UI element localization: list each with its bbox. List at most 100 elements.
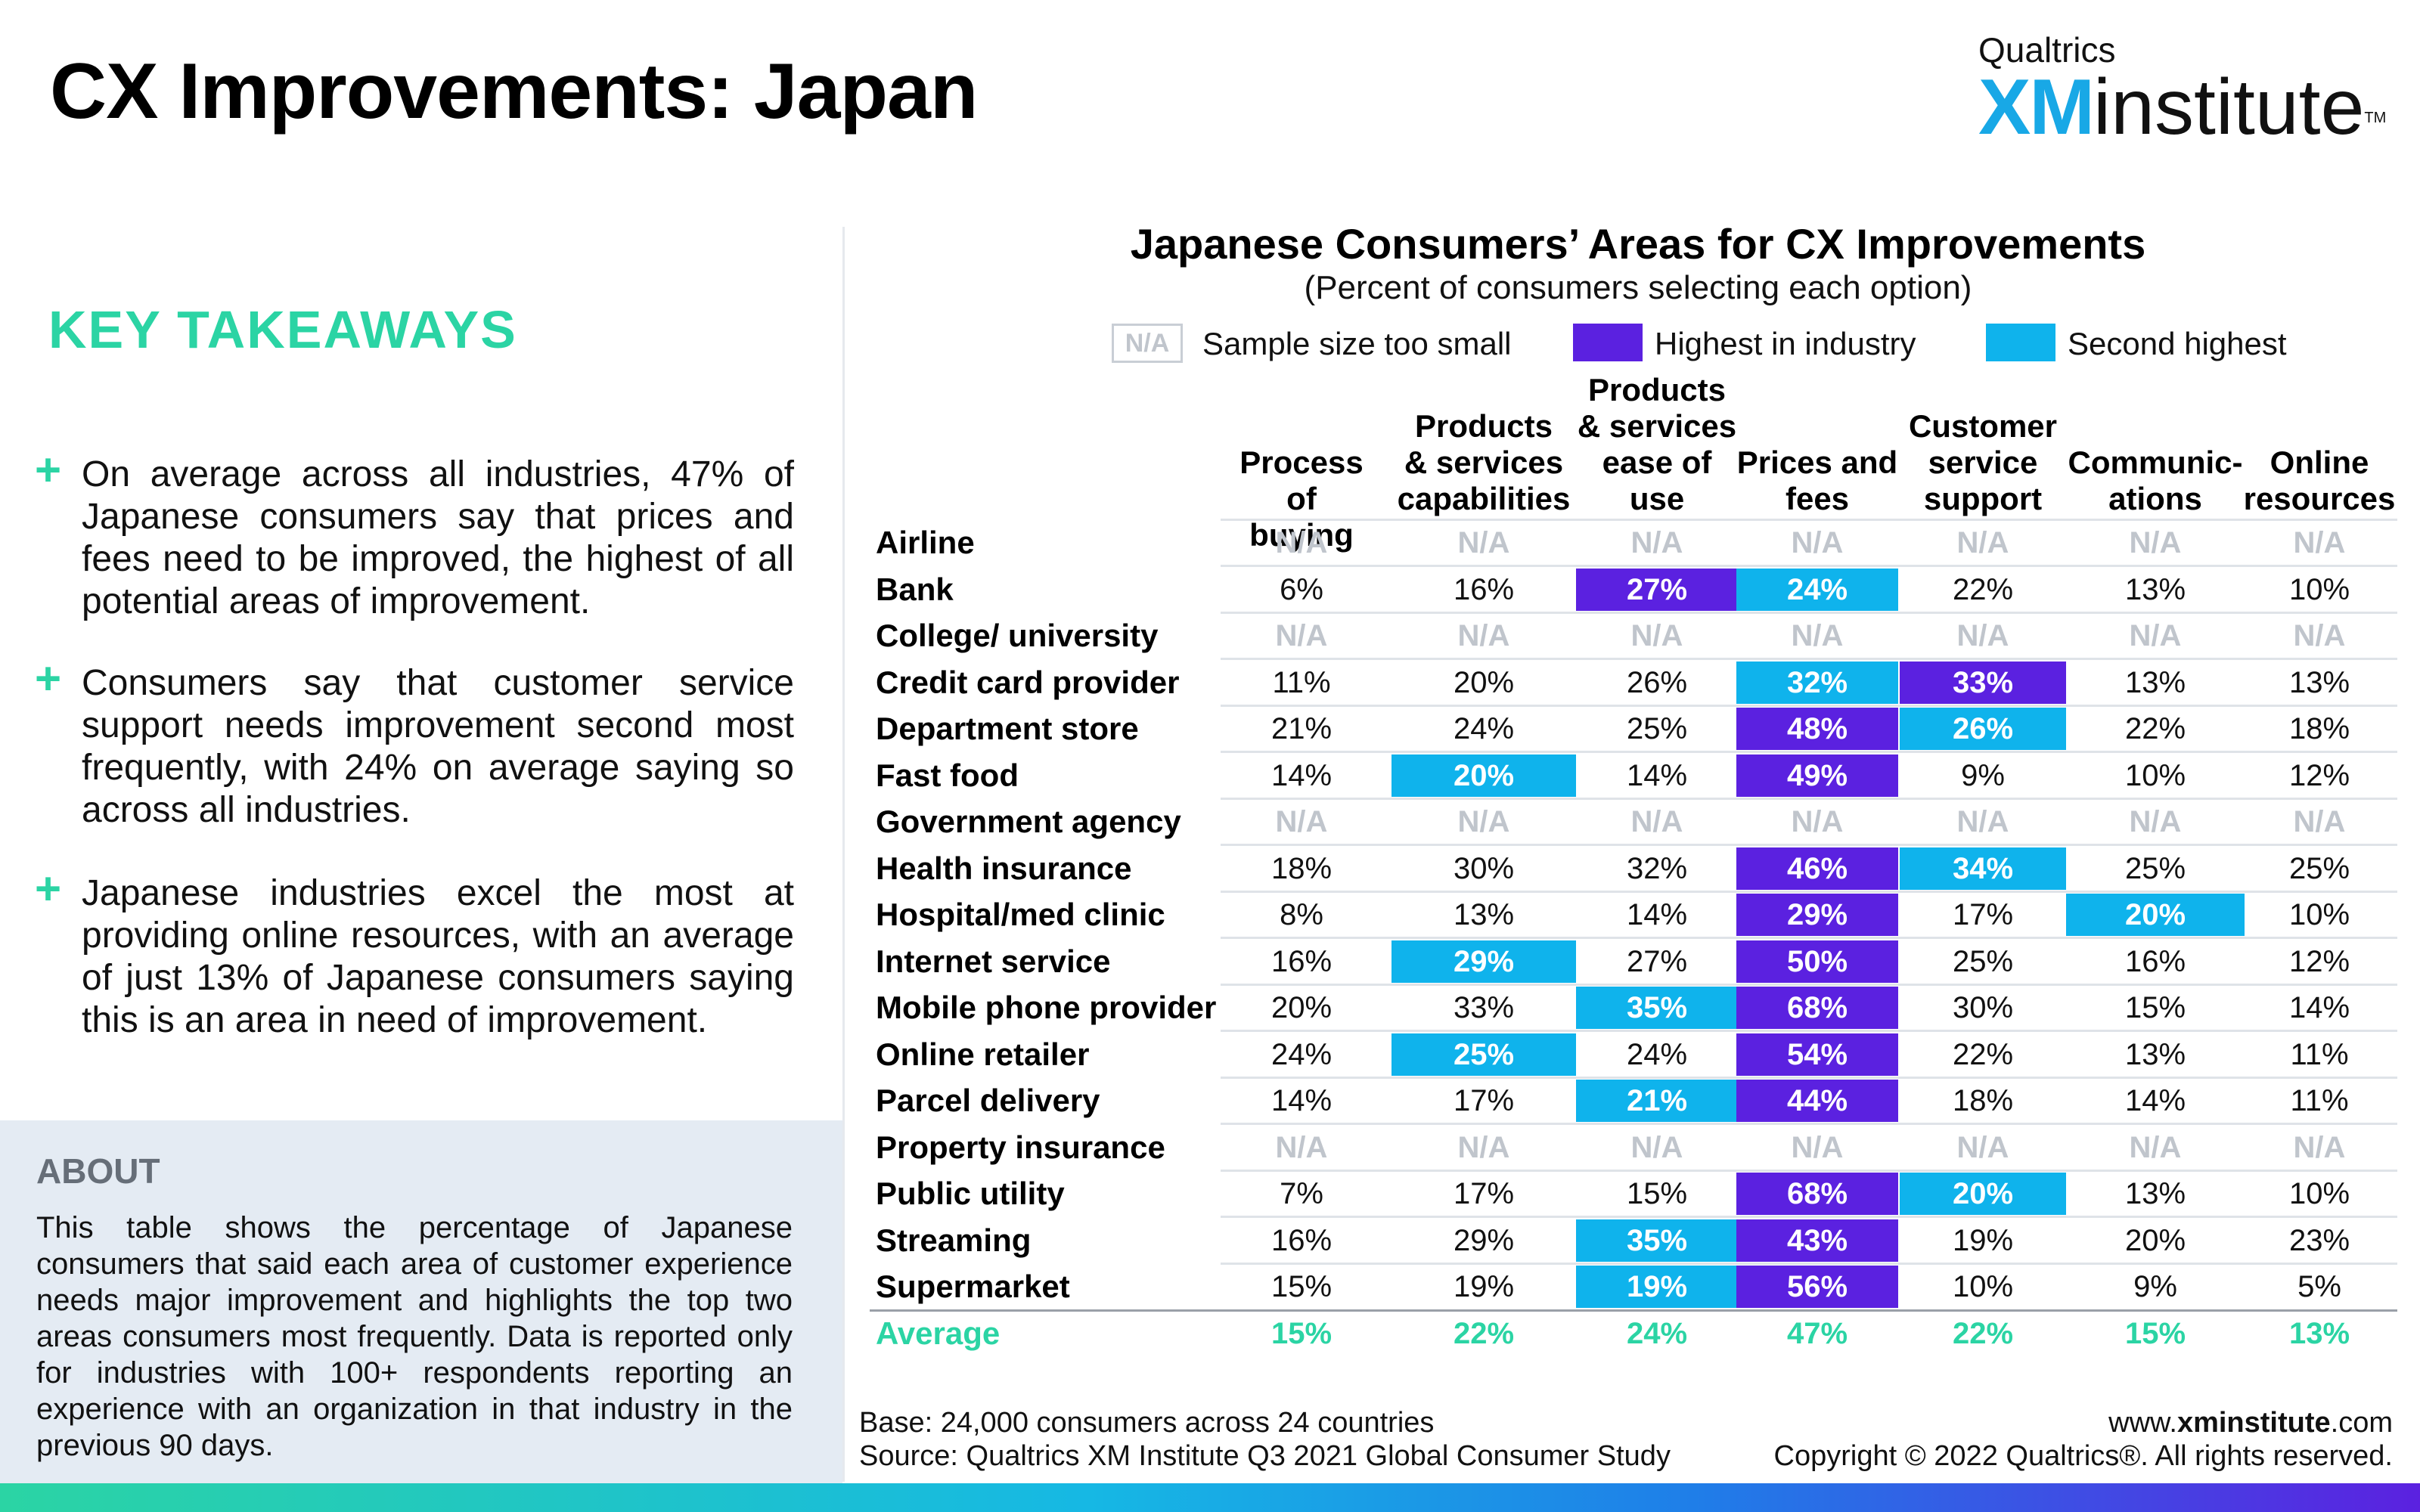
table-cell: 16% — [1453, 572, 1515, 606]
table-cell: 24% — [1626, 1037, 1688, 1071]
table-cell: 15% — [1270, 1270, 1333, 1303]
plus-icon: + — [35, 653, 62, 704]
table-cell: N/A — [2129, 805, 2182, 838]
row-divider — [1221, 704, 2397, 707]
average-cell: 13% — [2288, 1316, 2350, 1350]
footer-url-suffix: .com — [2330, 1407, 2393, 1439]
footer-right: www.xminstitute.com Copyright © 2022 Qua… — [1774, 1406, 2393, 1473]
footer-base: Base: 24,000 consumers across 24 countri… — [859, 1407, 1435, 1439]
row-label: College/ university — [876, 618, 1159, 653]
about-title: ABOUT — [36, 1151, 160, 1191]
table-cell: 7% — [1280, 1177, 1323, 1210]
table-cell: 29% — [1453, 1223, 1515, 1257]
footer-url-bold: xminstitute — [2176, 1407, 2331, 1439]
table-cell: N/A — [1956, 805, 2009, 838]
row-label: Credit card provider — [876, 664, 1180, 700]
row-label: Internet service — [876, 943, 1111, 979]
table-cell: 20% — [1453, 665, 1515, 699]
table-cell: 9% — [2133, 1270, 2177, 1303]
row-divider — [1221, 983, 2397, 986]
average-divider — [870, 1309, 2397, 1312]
table-cell: 54% — [1736, 1033, 1898, 1076]
row-divider — [1221, 937, 2397, 939]
takeaway-text: Consumers say that customer service supp… — [82, 663, 794, 830]
table-cell: 32% — [1736, 661, 1898, 704]
about-panel: ABOUT This table shows the percentage of… — [0, 1120, 842, 1483]
row-label: Department store — [876, 711, 1139, 746]
logo-institute: institute — [2093, 64, 2365, 151]
takeaway-item: + Consumers say that customer service su… — [35, 656, 794, 832]
row-label: Streaming — [876, 1222, 1032, 1258]
table-cell: 21% — [1576, 1080, 1738, 1122]
table-cell: 46% — [1736, 847, 1898, 890]
table-cell: 25% — [1952, 944, 2014, 978]
table-cell: 26% — [1900, 708, 2066, 750]
key-takeaways-title: KEY TAKEAWAYS — [48, 300, 517, 359]
table-cell: 10% — [2124, 758, 2186, 792]
footer-url[interactable]: www.xminstitute.com — [1774, 1406, 2393, 1439]
table-cell: 29% — [1736, 894, 1898, 936]
row-label: Supermarket — [876, 1269, 1070, 1304]
row-divider — [1221, 1030, 2397, 1032]
table-cell: 12% — [2288, 758, 2350, 792]
table-cell: N/A — [1275, 526, 1328, 559]
table-cell: N/A — [2293, 805, 2346, 838]
column-header: Products & services capabilities — [1397, 408, 1571, 516]
table-cell: 6% — [1280, 572, 1323, 606]
table-cell: 12% — [2288, 944, 2350, 978]
table-cell: N/A — [1791, 526, 1844, 559]
table-cell: 11% — [2290, 1084, 2349, 1117]
row-label: Parcel delivery — [876, 1083, 1100, 1118]
row-label: Bank — [876, 571, 954, 607]
table-cell: 9% — [1961, 758, 2005, 792]
row-label: Public utility — [876, 1176, 1065, 1211]
row-divider — [1221, 565, 2397, 567]
footer-source: Source: Qualtrics XM Institute Q3 2021 G… — [859, 1440, 1671, 1472]
legend-na-box: N/A — [1112, 324, 1183, 363]
takeaway-item: + Japanese industries excel the most at … — [35, 866, 794, 1042]
legend-highest-swatch — [1573, 324, 1643, 361]
section-divider — [842, 227, 845, 1482]
table-cell: 56% — [1736, 1266, 1898, 1308]
table-cell: 14% — [2124, 1084, 2186, 1117]
chart-subtitle: (Percent of consumers selecting each opt… — [1304, 269, 1972, 306]
table-cell: 19% — [1576, 1266, 1738, 1308]
table-cell: 13% — [2124, 665, 2186, 699]
legend-second-swatch — [1986, 324, 2055, 361]
table-cell: 21% — [1270, 712, 1333, 745]
page-title: CX Improvements: Japan — [50, 48, 978, 135]
table-cell: 13% — [2124, 1177, 2186, 1210]
table-cell: 13% — [2124, 1037, 2186, 1071]
table-cell: 32% — [1626, 851, 1688, 885]
table-cell: 50% — [1736, 940, 1898, 983]
table-cell: 22% — [1952, 1037, 2014, 1071]
table-cell: N/A — [2293, 526, 2346, 559]
table-cell: 24% — [1453, 712, 1515, 745]
row-label: Online retailer — [876, 1036, 1090, 1072]
table-cell: N/A — [1275, 619, 1328, 652]
table-cell: 49% — [1736, 754, 1898, 797]
table-cell: N/A — [1275, 805, 1328, 838]
table-cell: 17% — [1952, 898, 2014, 931]
average-cell: 22% — [1952, 1316, 2014, 1350]
table-cell: N/A — [1457, 619, 1510, 652]
row-label: Fast food — [876, 757, 1019, 793]
table-cell: N/A — [1457, 526, 1510, 559]
row-label: Hospital/med clinic — [876, 897, 1165, 932]
column-header: Online resources — [2243, 445, 2396, 516]
table-cell: N/A — [1791, 1130, 1844, 1164]
table-cell: N/A — [1630, 619, 1683, 652]
legend-second-label: Second highest — [2068, 326, 2287, 361]
logo-xm: XM — [1978, 64, 2095, 151]
table-cell: 25% — [1626, 712, 1688, 745]
row-divider — [1221, 1076, 2397, 1079]
row-divider — [1221, 1216, 2397, 1218]
table-cell: 14% — [1270, 758, 1333, 792]
average-cell: 15% — [2124, 1316, 2186, 1350]
table-cell: 18% — [1952, 1084, 2014, 1117]
legend-na-label: Sample size too small — [1202, 326, 1512, 361]
column-header: Process of buying — [1239, 445, 1364, 553]
table-cell: N/A — [1956, 619, 2009, 652]
table-cell: 35% — [1576, 1219, 1738, 1262]
row-label: Property insurance — [876, 1129, 1165, 1165]
